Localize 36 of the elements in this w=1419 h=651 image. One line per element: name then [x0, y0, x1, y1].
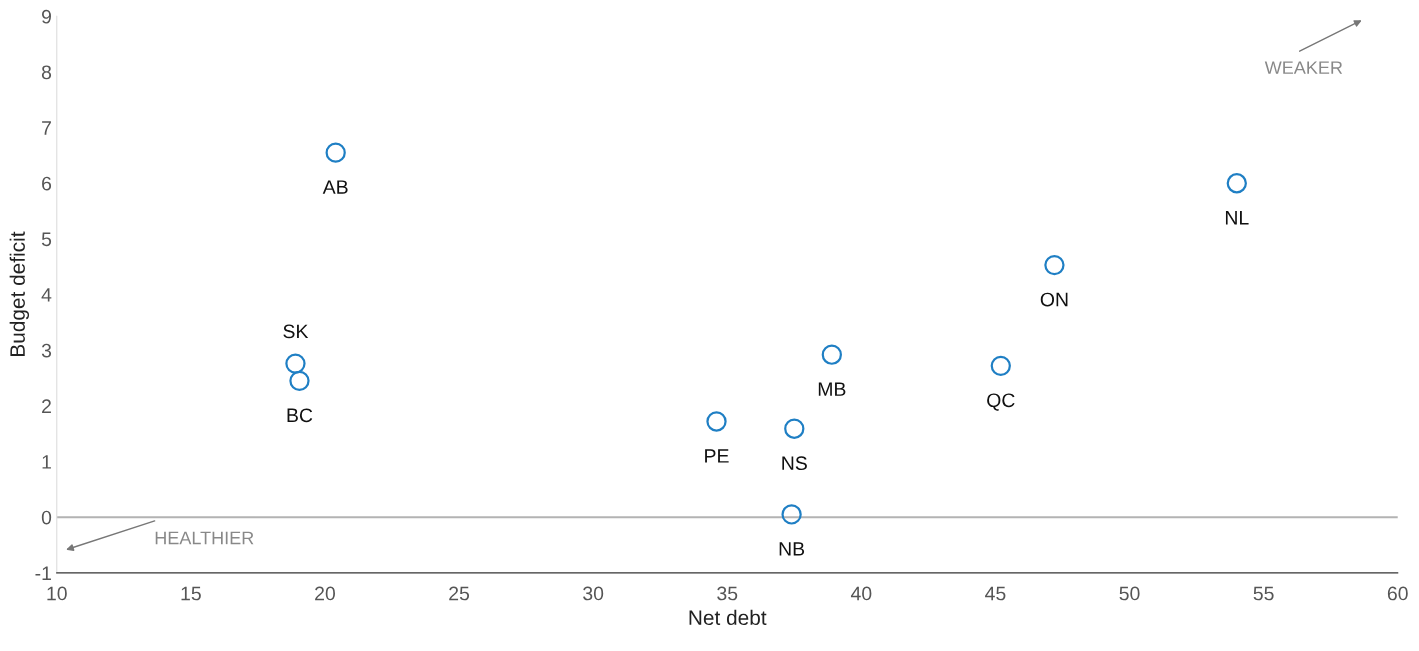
annotation: MB — [818, 382, 846, 396]
annotation: BC — [287, 408, 313, 423]
y-axis-title: Budget deficit — [9, 231, 30, 356]
annotation: NL — [1225, 211, 1249, 225]
y-tick-label: 8 — [41, 65, 52, 80]
y-tick-label: 9 — [42, 9, 51, 24]
x-tick-label: 20 — [315, 586, 336, 601]
x-tick-label: 15 — [181, 586, 201, 601]
y-tick-label: 2 — [42, 399, 51, 413]
annotation: NS — [782, 456, 807, 471]
x-tick-label: 60 — [1387, 586, 1408, 601]
x-tick-label: 45 — [985, 586, 1006, 601]
annotation: AB — [322, 180, 348, 194]
x-tick-label: 30 — [583, 586, 604, 601]
annotation: SK — [283, 324, 309, 339]
y-tick-label: 0 — [41, 510, 52, 525]
x-tick-label: 10 — [47, 586, 67, 601]
annotation: WEAKER — [1264, 61, 1343, 74]
y-tick-label: -1 — [35, 566, 51, 580]
y-tick-label: 5 — [41, 232, 52, 247]
x-tick-label: 55 — [1253, 586, 1274, 601]
annotation: HEALTHIER — [155, 531, 254, 545]
y-tick-label: 3 — [41, 343, 52, 358]
y-tick-label: 7 — [42, 121, 51, 135]
x-tick-label: 50 — [1119, 586, 1140, 601]
x-tick-label: 25 — [449, 586, 470, 601]
x-axis-title: Net debt — [689, 609, 767, 626]
y-tick-label: 6 — [42, 176, 52, 191]
x-tick-label: 35 — [717, 586, 738, 601]
y-tick-label: 4 — [41, 288, 52, 302]
annotation: QC — [987, 393, 1015, 411]
x-tick-label: 40 — [850, 586, 872, 601]
annotation: ON — [1040, 292, 1068, 307]
annotation: NB — [779, 542, 805, 556]
annotation: PE — [705, 449, 729, 463]
y-tick-label: 1 — [42, 455, 51, 469]
